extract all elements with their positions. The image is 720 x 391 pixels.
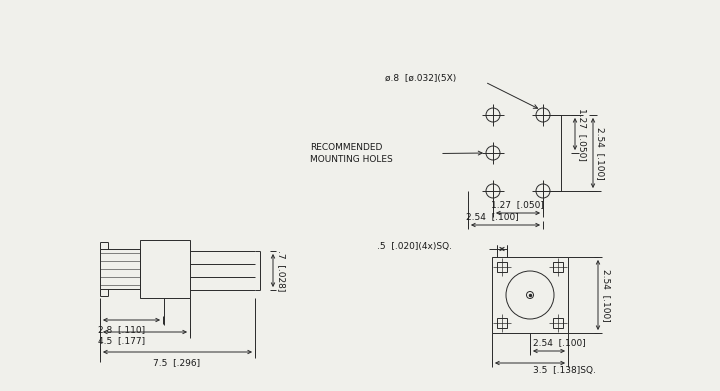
Text: 1.27  [.050]: 1.27 [.050] xyxy=(491,201,544,210)
Text: .7  [.028]: .7 [.028] xyxy=(277,250,286,291)
Text: MOUNTING HOLES: MOUNTING HOLES xyxy=(310,154,392,163)
Text: 2.54  [.100]: 2.54 [.100] xyxy=(533,339,586,348)
Text: 1.27  [.050]: 1.27 [.050] xyxy=(578,108,587,160)
Text: 2.54  [.100]: 2.54 [.100] xyxy=(466,212,518,221)
Bar xyxy=(100,249,140,289)
Bar xyxy=(497,318,507,328)
Text: .5  [.020](4x)SQ.: .5 [.020](4x)SQ. xyxy=(377,242,452,251)
Bar xyxy=(553,318,563,328)
Text: RECOMMENDED: RECOMMENDED xyxy=(310,143,382,152)
Text: ø.8  [ø.032](5X): ø.8 [ø.032](5X) xyxy=(385,74,456,83)
Text: 3.5  [.138]SQ.: 3.5 [.138]SQ. xyxy=(533,366,596,375)
Text: 4.5  [.177]: 4.5 [.177] xyxy=(98,337,145,346)
Text: 7.5  [.296]: 7.5 [.296] xyxy=(153,359,201,368)
Text: 2.8  [.110]: 2.8 [.110] xyxy=(98,325,145,334)
Text: 2.54  [.100]: 2.54 [.100] xyxy=(596,127,605,179)
Bar xyxy=(497,262,507,272)
Bar xyxy=(492,257,568,333)
Bar xyxy=(553,262,563,272)
Bar xyxy=(140,240,190,298)
Text: 2.54  [.100]: 2.54 [.100] xyxy=(602,269,611,321)
